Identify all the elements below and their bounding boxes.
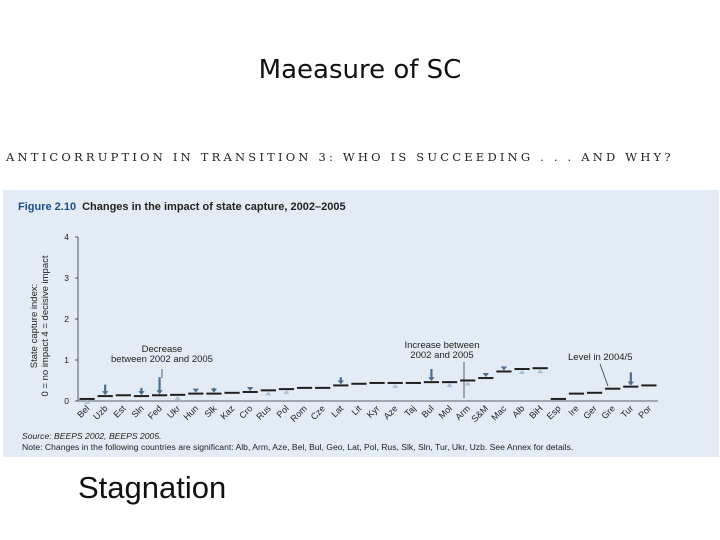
change-arrow-head	[518, 370, 526, 375]
axes: 0 1 2 3 4	[64, 232, 658, 406]
x-tick-label: Bel	[75, 403, 91, 419]
change-arrow-head	[627, 381, 635, 386]
annotation-level-pointer	[599, 363, 609, 387]
annotations: Decrease between 2002 and 2005 Increase …	[111, 340, 632, 398]
x-tick-label: Cze	[309, 403, 327, 421]
change-arrow-head	[283, 390, 290, 395]
change-arrow-head	[138, 391, 145, 396]
x-tick-label: Gre	[599, 403, 617, 421]
annotation-decrease-line1: Decrease	[142, 344, 183, 355]
change-arrow-head	[265, 391, 272, 396]
figure-title-text: Changes in the impact of state capture, …	[82, 201, 346, 213]
x-tick-label: Ire	[566, 403, 581, 418]
figure-source: Source: BEEPS 2002, BEEPS 2005.	[22, 431, 162, 441]
x-tick-label: Sln	[130, 403, 146, 419]
x-tick-label: Arm	[453, 403, 472, 422]
figure-notes: Source: BEEPS 2002, BEEPS 2005. Note: Ch…	[22, 431, 573, 453]
book-header: ANTICORRUPTION IN TRANSITION 3: WHO IS S…	[6, 150, 674, 164]
annotation-level: Level in 2004/5	[568, 352, 632, 363]
change-arrow-head	[83, 399, 91, 404]
x-tick-label: Taj	[403, 403, 418, 418]
slide-title: Maeasure of SC	[258, 55, 462, 85]
x-tick-label: Cro	[237, 403, 254, 420]
change-arrow-head	[174, 395, 181, 400]
annotation-increase-line2: 2002 and 2005	[410, 350, 473, 361]
x-tick-label: Lit	[350, 403, 364, 417]
change-arrow-head	[428, 377, 435, 382]
change-arrow-head	[482, 373, 490, 378]
figure-panel	[3, 190, 719, 457]
bottom-caption: Stagnation	[78, 470, 227, 505]
x-tick-label: Kaz	[218, 403, 236, 421]
x-tick-label: Mac	[489, 403, 508, 422]
annotation-increase-line1: Increase between	[405, 340, 480, 351]
figure-number: Figure 2.10	[18, 201, 77, 213]
y-tick-label: 0	[64, 396, 69, 406]
change-arrow-head	[464, 381, 471, 386]
x-tick-label: Esp	[545, 403, 563, 421]
x-tick-label: Aze	[382, 403, 400, 421]
change-arrow-head	[391, 383, 399, 388]
y-tick-label: 4	[64, 232, 69, 242]
x-tick-label: Slk	[202, 403, 218, 419]
change-arrow-head	[536, 369, 544, 374]
x-tick-label: Kyr	[365, 403, 382, 420]
x-tick-label: Rom	[288, 403, 309, 424]
y-tick-label: 2	[64, 314, 69, 324]
y-tick-label: 1	[64, 355, 69, 365]
x-tick-label: Tur	[619, 403, 635, 419]
chart-marks	[79, 366, 657, 404]
figure-title: Figure 2.10 Changes in the impact of stat…	[18, 201, 346, 213]
change-arrow-head	[246, 386, 254, 391]
x-tick-label: BiH	[527, 403, 544, 420]
x-tick-label: Uzb	[91, 403, 109, 421]
annotation-decrease-line2: between 2002 and 2005	[111, 354, 213, 365]
x-tick-label: Rus	[254, 403, 273, 422]
change-arrow-head	[500, 366, 508, 371]
change-arrow-head	[101, 391, 109, 396]
y-tick-label: 3	[64, 273, 69, 283]
x-tick-label: Ger	[581, 403, 599, 421]
figure-note: Note: Changes in the following countries…	[22, 442, 574, 452]
x-tick-label: S&M	[469, 403, 490, 424]
x-tick-label: Mol	[437, 403, 454, 420]
x-tick-label: Hun	[181, 403, 200, 422]
x-tick-label: Lat	[329, 403, 345, 419]
x-tick-label: Est	[111, 403, 128, 420]
x-tick-label: Bul	[420, 403, 436, 419]
x-tick-label: Alb	[510, 403, 526, 419]
change-arrow-head	[156, 390, 163, 395]
x-tick-label: Por	[636, 403, 653, 420]
x-tick-label: Ukr	[165, 403, 182, 420]
change-arrow-head	[446, 383, 453, 388]
change-arrow-head	[337, 380, 345, 385]
x-tick-label: Fed	[146, 403, 164, 421]
change-arrow-head	[192, 388, 200, 393]
change-arrow-head	[210, 388, 218, 393]
